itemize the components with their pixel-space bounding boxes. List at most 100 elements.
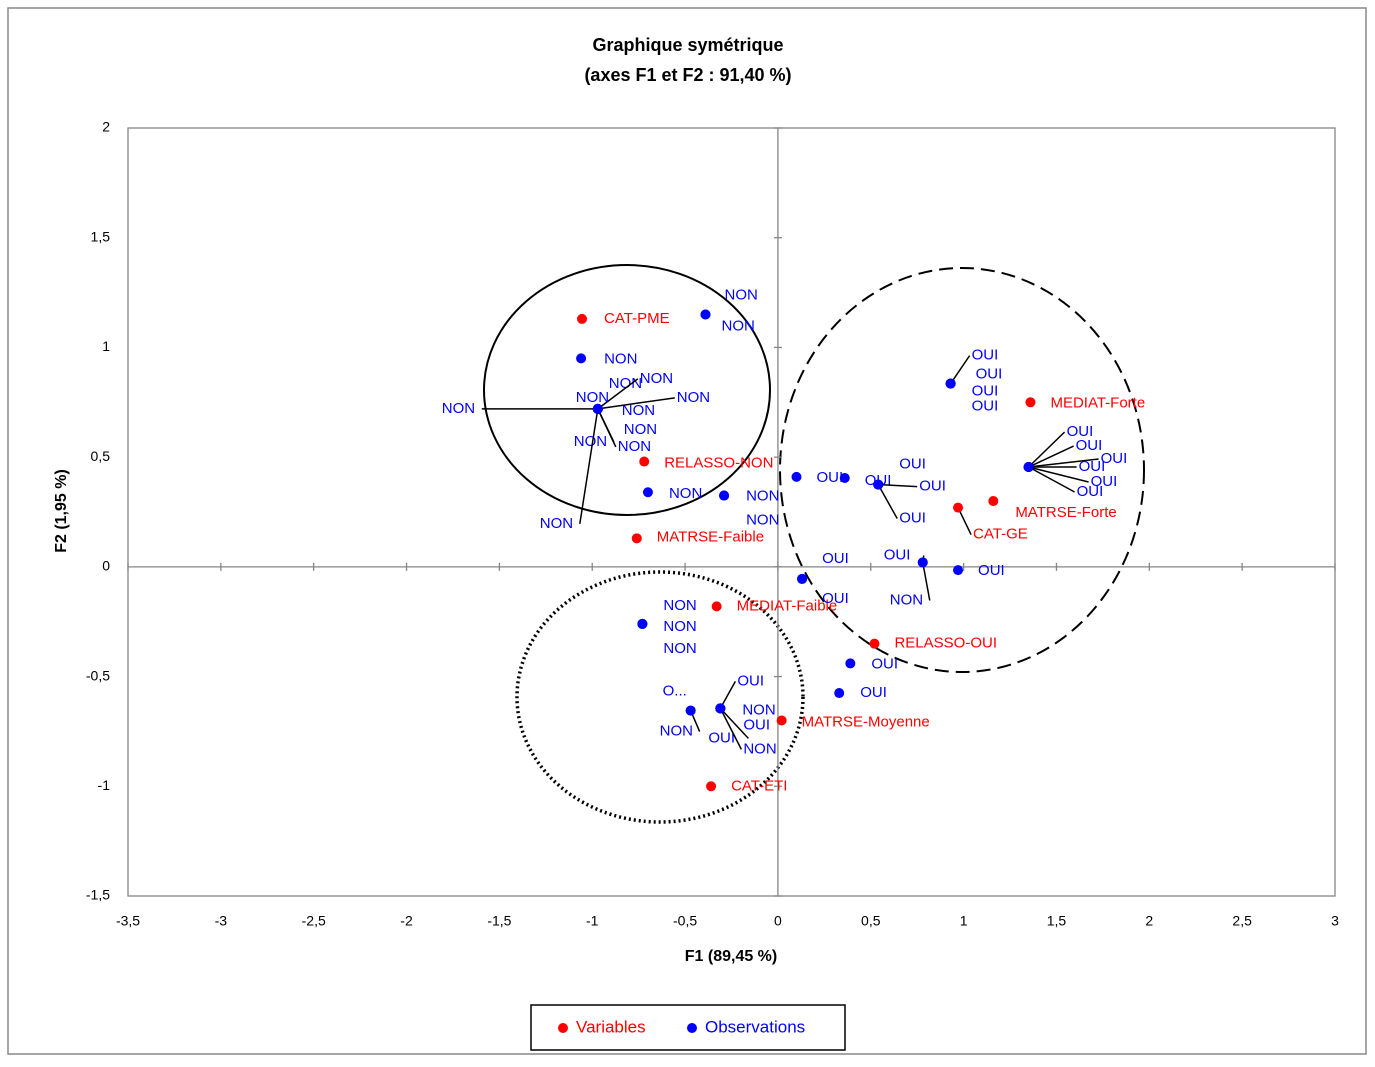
point [715,703,726,714]
point-label: NON [574,433,607,450]
point [839,472,850,483]
point [592,403,603,414]
x-tick-label: 0 [774,913,782,929]
point [576,353,587,364]
point [631,533,642,544]
point [711,601,722,612]
point-label: NON [663,597,696,614]
point-label: OUI [816,469,843,486]
point-label: OUI [1067,423,1094,440]
point [834,688,845,699]
point-label: CAT-PME [604,310,670,327]
leader-line [1028,466,1075,493]
x-tick-label: -3,5 [116,913,140,929]
x-tick-label: -2,5 [302,913,326,929]
legend-label: Observations [705,1017,805,1036]
point-label: OUI [1076,437,1103,454]
x-tick-label: -0,5 [673,913,697,929]
series: CAT-PME RELASSO-NON MATRSE-Faible MEDIAT-Fo… [577,310,1145,794]
point-label: NON [604,350,637,367]
x-tick-label: 1 [960,913,968,929]
group-ellipse [483,264,771,516]
group-ellipse [779,267,1145,673]
point [791,471,802,482]
point [917,557,928,568]
point [953,565,964,576]
point-label: NON [743,740,776,757]
leader-line [1028,458,1099,468]
point-label: NON [640,370,673,387]
point-label: NON [609,375,642,392]
y-tick-label: 2 [102,119,110,135]
point-label: NON [677,389,710,406]
point-label: OUI [743,716,770,733]
y-tick-label: -1 [98,777,111,793]
point-label: CAT-ETI [731,777,787,794]
point-label: OUI [972,383,999,400]
point-label: OUI [708,729,735,746]
point [953,502,964,513]
point-label: NON [624,421,657,438]
point-label: MEDIAT-Forte [1050,394,1145,411]
point-label: OUI [884,546,911,563]
point-label: NON [663,640,696,657]
point [706,781,717,792]
point-label: OUI [1091,473,1118,490]
point-label: NON [540,515,573,532]
point [685,705,696,716]
x-tick-label: 0,5 [861,913,881,929]
point-label: OUI [1077,483,1104,500]
y-tick-label: 0 [102,558,110,574]
leader-line [579,408,599,524]
chart-subtitle: (axes F1 et F2 : 91,40 %) [584,65,791,85]
leader-line [878,483,918,488]
point-label: NON [722,317,755,334]
point-label: OUI [860,684,887,701]
point-label: OUI [972,398,999,415]
point-label: MATRSE-Moyenne [802,713,930,730]
y-tick-label: 1 [102,338,110,354]
point-label: NON [725,286,758,303]
x-tick-label: 2,5 [1232,913,1252,929]
point [719,490,730,501]
point-label: CAT-GE [973,526,1028,543]
x-axis-title: F1 (89,45 %) [685,948,777,965]
point-label: OUI [1101,450,1128,467]
point-label: NON [746,512,779,529]
point [700,309,711,320]
point-label: MATRSE-Faible [657,528,764,545]
point-label: OUI [822,550,849,567]
legend-label: Variables [576,1017,646,1036]
y-tick-label: 1,5 [91,228,111,244]
leader-line [719,681,737,709]
point-label: NON [618,438,651,455]
y-tick-label: -1,5 [86,887,110,903]
point [945,378,956,389]
point-label: OUI [899,510,926,527]
point-label: NON [742,701,775,718]
point-label: OUI [1079,458,1106,475]
x-tick-label: -1 [586,913,599,929]
chart-title: Graphique symétrique [592,35,783,55]
x-tick-label: 2 [1145,913,1153,929]
point-label: OUI [976,366,1003,383]
point-label: OUI [822,590,849,607]
x-tick-label: 1,5 [1047,913,1067,929]
point-label: OUI [871,655,898,672]
point-label: OUI [737,672,764,689]
y-tick-label: -0,5 [86,667,110,683]
point-label: O... [663,683,687,700]
y-tick-label: 0,5 [91,448,111,464]
point [642,487,653,498]
point [776,715,787,726]
x-tick-label: 3 [1331,913,1339,929]
leader-line [597,408,617,448]
leader-line [922,562,931,601]
point [869,638,880,649]
point-label: NON [622,402,655,419]
leader-line [719,707,749,739]
point [845,658,856,669]
point-label: OUI [978,562,1005,579]
